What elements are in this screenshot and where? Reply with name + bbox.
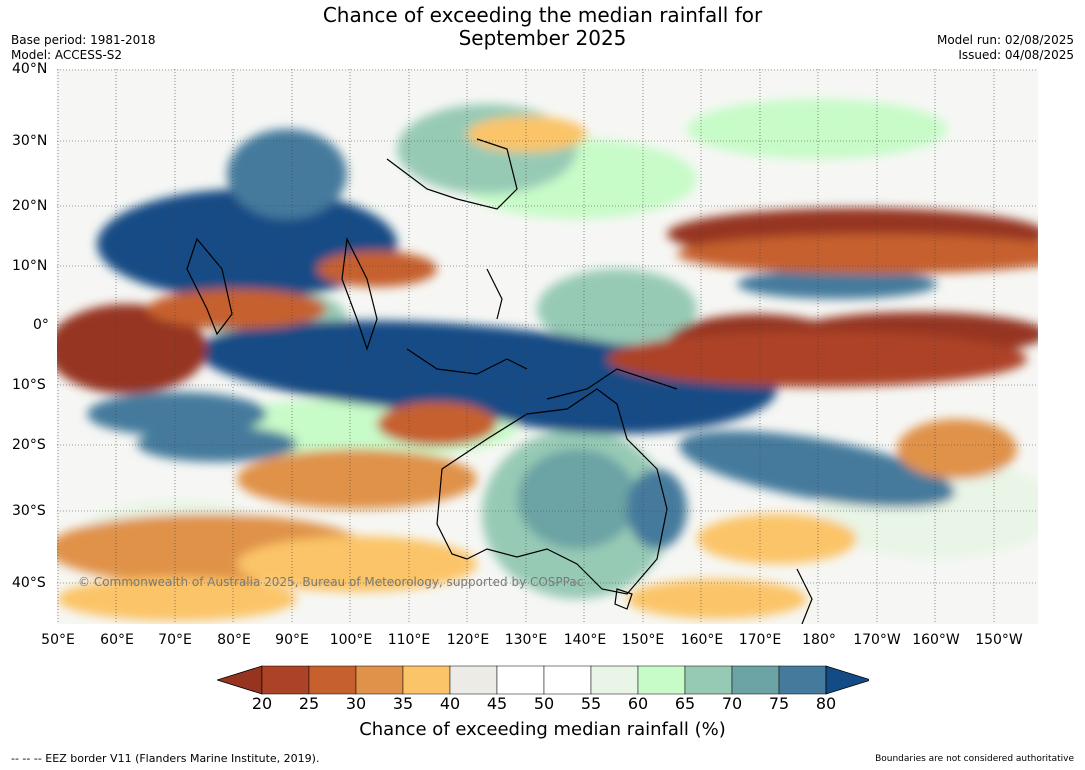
colorbar-end-low [217,665,263,695]
colorbar-tick-label: 40 [439,694,461,713]
rainfall-map [57,69,1038,624]
lon-label-180: 180° [802,632,836,648]
lon-label-170w: 170°W [853,632,901,648]
meta-left: Base period: 1981-2018 Model: ACCESS-S2 [11,33,156,63]
colorbar-segment [731,665,780,695]
lon-label-130e: 130°E [504,632,548,648]
colorbar-segment [261,665,310,695]
colorbar-segment [543,665,592,695]
lat-label-20n: 20°N [12,198,48,214]
colorbar-tick-label: 60 [627,694,649,713]
lon-label-120e: 120°E [446,632,490,648]
issued-date: Issued: 04/08/2025 [958,48,1074,62]
lon-label-70e: 70°E [158,632,192,648]
eez-border-note: -- -- -- EEZ border V11 (Flanders Marine… [11,752,320,765]
copyright-notice: © Commonwealth of Australia 2025, Bureau… [78,575,584,589]
gridlines [57,69,1038,624]
map-title: Chance of exceeding the median rainfall … [0,4,1085,50]
lon-label-160e: 160°E [680,632,724,648]
lon-label-160w: 160°W [912,632,960,648]
colorbar-segment [496,665,545,695]
lon-label-50e: 50°E [41,632,75,648]
colorbar-segment [684,665,733,695]
lon-label-140e: 140°E [563,632,607,648]
lat-label-10s: 10°S [12,377,46,393]
colorbar-segment [449,665,498,695]
lon-label-60e: 60°E [100,632,134,648]
colorbar-tick-label: 70 [721,694,743,713]
title-line-1: Chance of exceeding the median rainfall … [322,3,763,27]
colorbar-tick-label: 65 [674,694,696,713]
colorbar-tick-label: 25 [298,694,320,713]
rainfall-map-svg [57,69,1038,624]
rainfall-field [57,99,1038,621]
model-name: Model: ACCESS-S2 [11,48,123,62]
lon-label-110e: 110°E [387,632,431,648]
colorbar-tick-label: 75 [768,694,790,713]
colorbar-segments [217,665,869,695]
meta-right: Model run: 02/08/2025 Issued: 04/08/2025 [937,33,1074,63]
colorbar-label: Chance of exceeding median rainfall (%) [359,719,726,740]
model-run: Model run: 02/08/2025 [936,33,1074,47]
colorbar-tick-label: 45 [486,694,508,713]
colorbar-tick-label: 50 [533,694,555,713]
lon-label-100e: 100°E [329,632,373,648]
colorbar-tick-label: 35 [392,694,414,713]
lat-label-30n: 30°N [12,133,48,149]
lat-label-20s: 20°S [12,437,46,453]
colorbar-tick-label: 80 [815,694,837,713]
lon-label-90e: 90°E [275,632,309,648]
colorbar-end-high [825,665,869,695]
title-line-2: September 2025 [458,26,627,50]
colorbar-segment [308,665,357,695]
colorbar-tick-label: 55 [580,694,602,713]
lat-label-40s: 40°S [12,575,46,591]
colorbar-segment [778,665,827,695]
colorbar-segment [590,665,639,695]
lat-label-40n: 40°N [12,61,48,77]
boundaries-disclaimer: Boundaries are not considered authoritat… [875,754,1074,764]
colorbar-segment [637,665,686,695]
colorbar-segment [355,665,404,695]
lon-label-150e: 150°E [621,632,665,648]
colorbar-tick-label: 20 [251,694,273,713]
lat-label-30s: 30°S [12,503,46,519]
lat-label-equator: 0° [33,317,49,333]
base-period: Base period: 1981-2018 [11,33,156,47]
colorbar-segment [402,665,451,695]
colorbar-tick-label: 30 [345,694,367,713]
lon-label-80e: 80°E [217,632,251,648]
coastlines [186,138,813,624]
lat-label-10n: 10°N [12,258,48,274]
colorbar [217,665,869,695]
lon-label-150w: 150°W [975,632,1023,648]
lon-label-170e: 170°E [738,632,782,648]
